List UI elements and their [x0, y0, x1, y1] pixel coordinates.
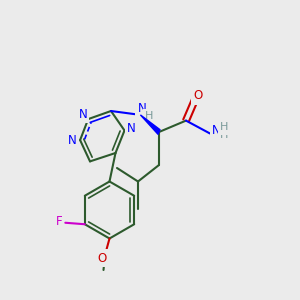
- Text: N: N: [137, 102, 146, 115]
- Text: N: N: [78, 108, 87, 121]
- Text: H: H: [220, 122, 229, 133]
- Text: F: F: [56, 215, 62, 228]
- Text: H: H: [220, 130, 229, 140]
- Polygon shape: [140, 115, 160, 134]
- Text: N: N: [68, 134, 77, 147]
- Text: O: O: [98, 251, 106, 265]
- Text: H: H: [145, 111, 154, 122]
- Text: N: N: [212, 124, 221, 137]
- Text: N: N: [127, 122, 136, 135]
- Text: O: O: [194, 89, 202, 103]
